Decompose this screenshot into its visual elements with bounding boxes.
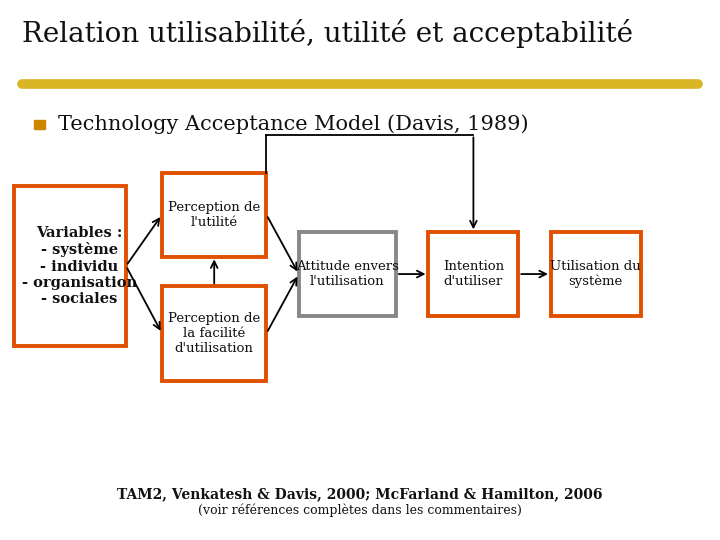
Bar xyxy=(162,173,266,256)
Bar xyxy=(299,232,396,316)
Text: Perception de
la facilité
d'utilisation: Perception de la facilité d'utilisation xyxy=(168,312,261,355)
Text: Intention
d'utiliser: Intention d'utiliser xyxy=(443,260,504,288)
Text: (voir références complètes dans les commentaires): (voir références complètes dans les comm… xyxy=(198,503,522,517)
Bar xyxy=(14,186,126,346)
Text: Utilisation du
système: Utilisation du système xyxy=(550,260,642,288)
Bar xyxy=(34,120,45,129)
Bar xyxy=(551,232,641,316)
Text: TAM2, Venkatesh & Davis, 2000; McFarland & Hamilton, 2006: TAM2, Venkatesh & Davis, 2000; McFarland… xyxy=(117,487,603,501)
Bar xyxy=(428,232,518,316)
Text: Perception de
l'utilité: Perception de l'utilité xyxy=(168,201,261,228)
Text: Technology Acceptance Model (Davis, 1989): Technology Acceptance Model (Davis, 1989… xyxy=(58,114,528,134)
Text: Variables :
- système
- individu
- organisation
- sociales: Variables : - système - individu - organ… xyxy=(22,226,137,306)
Text: Relation utilisabilité, utilité et acceptabilité: Relation utilisabilité, utilité et accep… xyxy=(22,19,633,48)
Bar xyxy=(162,286,266,381)
Text: Attitude envers
l'utilisation: Attitude envers l'utilisation xyxy=(296,260,399,288)
